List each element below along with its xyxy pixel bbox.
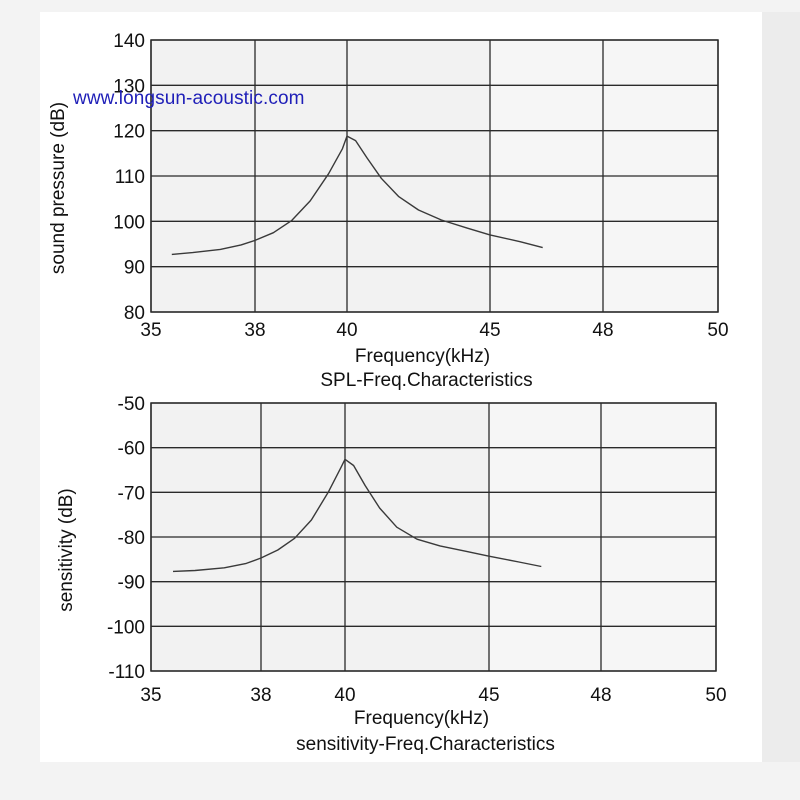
y-tick-label: 100 bbox=[113, 212, 145, 233]
x-tick-label: 35 bbox=[140, 320, 161, 341]
y-tick-label: -90 bbox=[118, 573, 145, 594]
chart-title: sensitivity-Freq.Characteristics bbox=[296, 734, 555, 755]
x-axis-label: Frequency(kHz) bbox=[355, 346, 490, 367]
y-tick-label: 130 bbox=[113, 76, 145, 97]
x-tick-label: 35 bbox=[140, 685, 161, 706]
y-tick-label: -50 bbox=[118, 394, 145, 415]
y-tick-label: 120 bbox=[113, 122, 145, 143]
x-tick-label: 45 bbox=[478, 685, 499, 706]
y-axis-label: sensitivity (dB) bbox=[56, 488, 77, 612]
x-tick-label: 38 bbox=[244, 320, 265, 341]
y-axis-label: sound pressure (dB) bbox=[48, 102, 69, 274]
series-line bbox=[171, 135, 543, 256]
x-tick-label: 40 bbox=[334, 685, 355, 706]
x-tick-label: 48 bbox=[590, 685, 611, 706]
y-tick-label: -100 bbox=[107, 617, 145, 638]
chart-title: SPL-Freq.Characteristics bbox=[320, 370, 532, 391]
y-tick-label: 80 bbox=[124, 303, 145, 324]
plot-frame bbox=[150, 39, 719, 313]
plot-frame bbox=[150, 402, 717, 672]
x-tick-label: 48 bbox=[592, 320, 613, 341]
y-tick-label: -70 bbox=[118, 483, 145, 504]
x-tick-label: 40 bbox=[336, 320, 357, 341]
x-axis-label: Frequency(kHz) bbox=[354, 708, 489, 729]
right-margin bbox=[762, 12, 800, 762]
y-tick-label: -80 bbox=[118, 528, 145, 549]
x-tick-label: 45 bbox=[479, 320, 500, 341]
y-tick-label: 110 bbox=[115, 167, 145, 188]
y-tick-label: -110 bbox=[108, 662, 145, 683]
series-line bbox=[172, 458, 542, 573]
watermark-url: www.longsun-acoustic.com bbox=[73, 88, 305, 109]
x-tick-label: 50 bbox=[705, 685, 726, 706]
x-tick-label: 50 bbox=[707, 320, 728, 341]
y-tick-label: 90 bbox=[124, 258, 145, 279]
y-tick-label: -60 bbox=[118, 439, 145, 460]
y-tick-label: 140 bbox=[113, 31, 145, 52]
x-tick-label: 38 bbox=[250, 685, 271, 706]
